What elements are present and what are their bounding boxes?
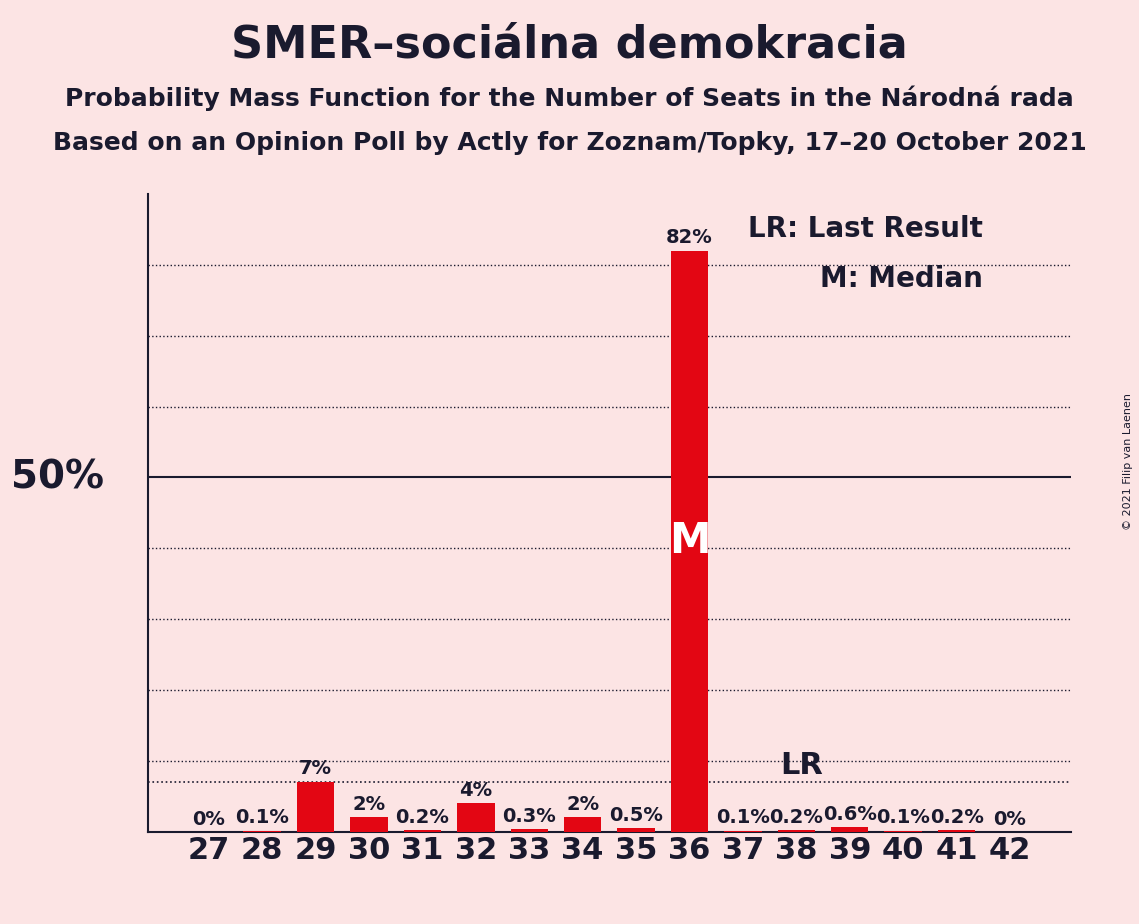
Text: 0%: 0%	[192, 810, 226, 830]
Text: LR: LR	[780, 751, 823, 780]
Text: 7%: 7%	[300, 760, 333, 778]
Bar	[831, 827, 868, 832]
Bar	[778, 830, 816, 832]
Text: 0.6%: 0.6%	[822, 805, 877, 824]
Bar	[510, 830, 548, 832]
Text: 0.1%: 0.1%	[876, 808, 931, 827]
Text: 0.2%: 0.2%	[395, 808, 449, 827]
Text: 0.3%: 0.3%	[502, 807, 556, 826]
Text: 50%: 50%	[11, 458, 105, 496]
Text: 0%: 0%	[993, 810, 1026, 830]
Bar	[564, 818, 601, 832]
Text: 0.1%: 0.1%	[235, 808, 289, 827]
Text: 0.2%: 0.2%	[770, 808, 823, 827]
Bar	[937, 830, 975, 832]
Text: M: Median: M: Median	[820, 265, 983, 293]
Text: SMER–sociálna demokracia: SMER–sociálna demokracia	[231, 23, 908, 67]
Bar	[403, 830, 441, 832]
Text: Based on an Opinion Poll by Actly for Zoznam/Topky, 17–20 October 2021: Based on an Opinion Poll by Actly for Zo…	[52, 131, 1087, 155]
Text: Probability Mass Function for the Number of Seats in the Národná rada: Probability Mass Function for the Number…	[65, 85, 1074, 111]
Text: LR: Last Result: LR: Last Result	[748, 215, 983, 243]
Bar	[457, 803, 494, 832]
Text: © 2021 Filip van Laenen: © 2021 Filip van Laenen	[1123, 394, 1133, 530]
Text: 0.5%: 0.5%	[609, 806, 663, 824]
Text: M: M	[669, 520, 711, 562]
Text: 2%: 2%	[566, 795, 599, 814]
Bar	[617, 828, 655, 832]
Text: 0.2%: 0.2%	[929, 808, 984, 827]
Bar	[297, 782, 334, 832]
Text: 82%: 82%	[666, 228, 713, 247]
Bar	[351, 818, 387, 832]
Text: 4%: 4%	[459, 781, 492, 800]
Bar	[671, 250, 708, 832]
Text: 2%: 2%	[352, 795, 385, 814]
Text: 0.1%: 0.1%	[716, 808, 770, 827]
